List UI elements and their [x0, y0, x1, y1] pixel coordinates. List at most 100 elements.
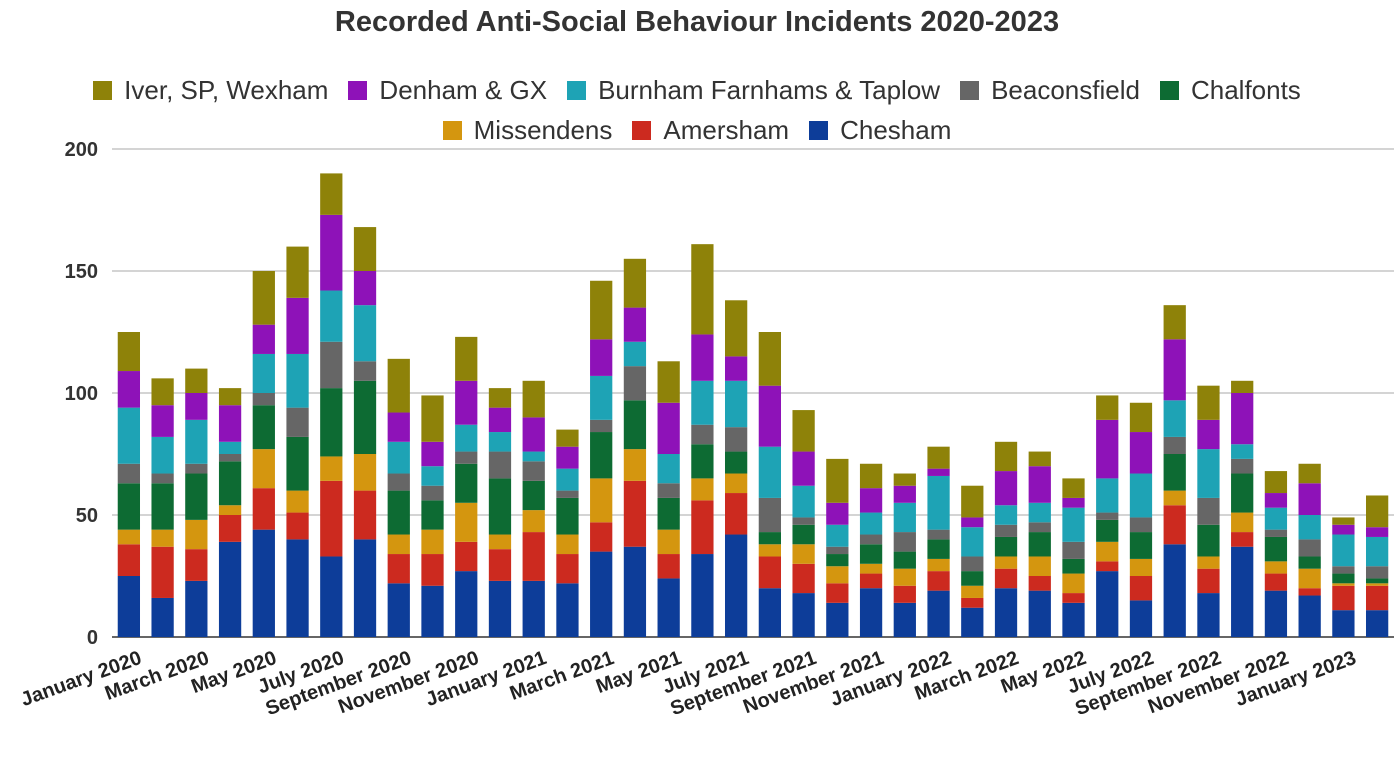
bar-segment: Burnham Farnhams & Taplow – April 2022: … — [1028, 502, 1051, 523]
bar-segment: Missendens – July 2021: 8 — [724, 473, 748, 494]
legend-label: Burnham Farnhams & Taplow — [598, 74, 941, 105]
bar-segment: Missendens – November 2022: 5 — [1264, 561, 1288, 574]
bar-segment: Chalfonts – February 2021: 15 — [556, 497, 579, 535]
bar-segment: Iver, SP, Wexham – November 2022: 9 — [1264, 471, 1288, 494]
bar-segment: Beaconsfield – January 2022: 4 — [927, 529, 950, 540]
y-tick-label: 150 — [65, 261, 98, 283]
bar-segment: Denham & GX – February 2023: 4 — [1365, 527, 1389, 537]
bar-segment: Chalfonts – December 2022: 5 — [1298, 556, 1321, 569]
bar-segment: Burnham Farnhams & Taplow – August 2022:… — [1163, 400, 1186, 437]
bar-segment: Chesham – August 2022: 38 — [1163, 544, 1186, 637]
bar-segment: Denham & GX – November 2021: 10 — [859, 488, 883, 513]
bar-segment: Beaconsfield – April 2021: 14 — [623, 366, 647, 401]
bar-segment: Amersham – May 2022: 4 — [1062, 593, 1085, 603]
bar-segment: Iver, SP, Wexham – October 2020: 19 — [421, 395, 444, 442]
bar-segment: Amersham – January 2021: 20 — [522, 532, 545, 581]
legend-label: Amersham — [663, 114, 790, 145]
bar-segment: Chesham – December 2022: 17 — [1298, 595, 1321, 637]
bar-segment: Amersham – July 2022: 10 — [1129, 576, 1153, 601]
bar-segment: Chesham – January 2023: 11 — [1332, 610, 1355, 637]
bar-segment: Chalfonts – March 2021: 19 — [590, 432, 613, 479]
bar-segment: Amersham – August 2022: 16 — [1163, 505, 1186, 545]
bar-segment: Chalfonts – November 2020: 16 — [455, 463, 478, 503]
bar-segment: Chalfonts – February 2023: 2 — [1365, 578, 1389, 584]
bar-segment: Iver, SP, Wexham – April 2021: 20 — [623, 258, 647, 308]
bar-segment: Beaconsfield – June 2022: 3 — [1096, 512, 1119, 520]
bar-segment: Missendens – August 2020: 15 — [353, 454, 377, 491]
bar-segment: Burnham Farnhams & Taplow – January 2021… — [522, 451, 545, 462]
bar-segment: Amersham – June 2021: 22 — [691, 500, 714, 555]
bar-segment: Burnham Farnhams & Taplow – October 2020… — [421, 466, 444, 486]
bar-segment: Amersham – February 2023: 10 — [1365, 585, 1389, 611]
bar-segment: Beaconsfield – July 2020: 19 — [320, 341, 343, 389]
bar-segment: Burnham Farnhams & Taplow – October 2022… — [1231, 444, 1254, 459]
bar-segment: Iver, SP, Wexham – September 2021: 17 — [792, 410, 815, 452]
bar-segment: Missendens – September 2021: 8 — [792, 544, 815, 564]
bar-segment: Beaconsfield – March 2022: 5 — [994, 524, 1018, 537]
bar-segment: Amersham – April 2022: 6 — [1028, 576, 1051, 591]
bar-segment: Iver, SP, Wexham – April 2020: 7 — [218, 388, 242, 406]
legend-swatch — [632, 120, 652, 140]
bar-segment: Beaconsfield – May 2022: 7 — [1062, 541, 1085, 559]
bar-segment: Chesham – September 2020: 22 — [387, 583, 410, 637]
bar-segment: Iver, SP, Wexham – May 2022: 8 — [1062, 478, 1085, 498]
bar-segment: Amersham – March 2020: 13 — [185, 549, 208, 581]
bar-segment: Missendens – December 2021: 7 — [893, 568, 916, 586]
bar-segment: Chesham – March 2020: 23 — [185, 580, 208, 637]
bar-segment: Burnham Farnhams & Taplow – January 2022… — [927, 475, 950, 530]
bar-segment: Amersham – September 2020: 12 — [387, 554, 410, 584]
bar-segment: Missendens – August 2022: 6 — [1163, 490, 1186, 506]
bar-segment: Chalfonts – March 2022: 8 — [994, 536, 1018, 557]
bar-segment: Chesham – June 2021: 34 — [691, 554, 714, 637]
bar-segment: Missendens – January 2020: 6 — [117, 529, 141, 545]
bar-segment: Beaconsfield – June 2021: 8 — [691, 424, 714, 445]
bar-segment: Amersham – December 2020: 13 — [488, 549, 512, 581]
legend-item-chesham: Chesham — [809, 115, 951, 146]
bar-segment: Burnham Farnhams & Taplow – February 202… — [556, 468, 579, 491]
bar-segment: Amersham – December 2021: 7 — [893, 585, 916, 603]
bar-segment: Denham & GX – April 2020: 15 — [218, 405, 242, 442]
bar-segment: Amersham – March 2022: 8 — [994, 568, 1018, 589]
bar-segment: Iver, SP, Wexham – June 2021: 37 — [691, 244, 714, 335]
bar-segment: Chesham – January 2022: 19 — [927, 590, 950, 637]
bar-segment: Missendens – June 2022: 8 — [1096, 541, 1119, 562]
bar-segment: Burnham Farnhams & Taplow – March 2020: … — [185, 419, 208, 464]
bar-segment: Chalfonts – March 2020: 19 — [185, 473, 208, 520]
bar-segment: Beaconsfield – January 2021: 8 — [522, 461, 545, 481]
bar-segment: Denham & GX – July 2022: 17 — [1129, 432, 1153, 474]
bar-segment: Denham & GX – July 2020: 31 — [320, 214, 343, 291]
bar-segment: Chesham – May 2021: 24 — [657, 578, 680, 637]
bar-segment: Chalfonts – May 2022: 6 — [1062, 558, 1085, 574]
bar-segment: Beaconsfield – July 2021: 10 — [724, 427, 748, 452]
bar-segment: Amersham – February 2021: 12 — [556, 554, 579, 584]
bar-segment: Iver, SP, Wexham – July 2020: 17 — [320, 173, 343, 215]
bar-segment: Iver, SP, Wexham – November 2021: 10 — [859, 463, 883, 489]
bar-segment: Burnham Farnhams & Taplow – August 2020:… — [353, 305, 377, 362]
bar-segment: Missendens – May 2020: 16 — [252, 449, 275, 489]
bar-segment: Amersham – December 2022: 3 — [1298, 588, 1321, 596]
bar-segment: Missendens – May 2022: 8 — [1062, 573, 1085, 594]
bar-segment: Amersham – April 2021: 27 — [623, 480, 647, 547]
bar-segment: Chalfonts – July 2022: 11 — [1129, 532, 1153, 559]
bar-segment: Burnham Farnhams & Taplow – June 2020: 2… — [286, 353, 309, 408]
bar-segment: Denham & GX – November 2022: 6 — [1264, 493, 1288, 508]
legend-swatch — [1159, 80, 1179, 100]
bar-segment: Chalfonts – April 2021: 20 — [623, 400, 647, 450]
bar-segment: Missendens – January 2022: 5 — [927, 558, 950, 572]
bar-segment: Chalfonts – November 2021: 8 — [859, 544, 883, 564]
bar-segment: Amersham – November 2021: 6 — [859, 573, 883, 589]
bar-segment: Iver, SP, Wexham – March 2021: 24 — [590, 280, 613, 340]
bar-segment: Beaconsfield – May 2020: 5 — [252, 393, 275, 406]
bar-segment: Burnham Farnhams & Taplow – September 20… — [1197, 449, 1220, 498]
bar-segment: Chesham – November 2020: 27 — [455, 571, 478, 637]
bar-segment: Missendens – September 2020: 8 — [387, 534, 410, 555]
legend-item-missendens: Missendens — [442, 115, 612, 146]
bar-segment: Iver, SP, Wexham – January 2021: 15 — [522, 380, 545, 418]
bar-segment: Amersham – February 2020: 21 — [151, 546, 174, 598]
bar-segment: Chesham – October 2022: 37 — [1231, 546, 1254, 637]
bar-segment: Chalfonts – December 2020: 23 — [488, 478, 512, 535]
bar-segment: Chalfonts – September 2021: 8 — [792, 524, 815, 545]
bar-segment: Iver, SP, Wexham – April 2022: 6 — [1028, 451, 1051, 467]
bar-segment: Missendens – February 2022: 5 — [961, 585, 984, 598]
bar-segment: Iver, SP, Wexham – August 2022: 14 — [1163, 305, 1186, 340]
